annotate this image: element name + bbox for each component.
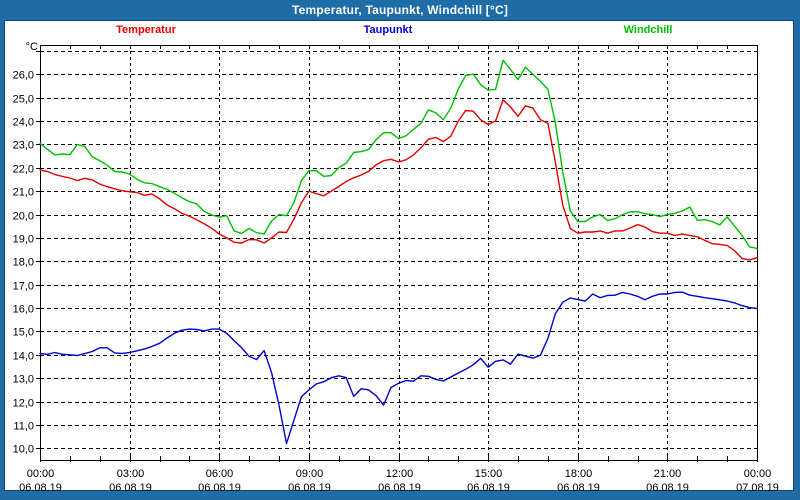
legend-label-taupunkt: Taupunkt — [363, 24, 413, 36]
y-tick-label-22: 22,0 — [13, 164, 34, 176]
y-tick-label-10: 10,0 — [13, 444, 34, 456]
y-tick-label-18: 18,0 — [13, 257, 34, 269]
x-tick-date-21: 06.08.19 — [646, 482, 689, 494]
x-tick-time-15: 15:00 — [475, 468, 503, 480]
legend-item-temperatur: Temperatur — [116, 24, 176, 36]
legend-item-taupunkt: Taupunkt — [364, 24, 413, 36]
y-tick-label-21: 21,0 — [13, 187, 34, 199]
window-title-bar: Temperatur, Taupunkt, Windchill [°C] — [0, 0, 800, 20]
legend-label-windchill: Windchill — [623, 24, 673, 36]
window-title: Temperatur, Taupunkt, Windchill [°C] — [291, 3, 509, 17]
x-tick-date-24: 07.08.19 — [736, 482, 779, 494]
series-lines — [39, 59, 758, 445]
y-tick-label-19: 19,0 — [13, 234, 34, 246]
legend-item-windchill: Windchill — [624, 24, 673, 36]
y-tick-label-20: 20,0 — [13, 211, 34, 223]
x-tick-date-12: 06.08.19 — [378, 482, 421, 494]
y-tick-label-13: 13,0 — [13, 374, 34, 386]
x-tick-date-3: 06.08.19 — [109, 482, 152, 494]
y-tick-label-24: 24,0 — [13, 117, 34, 129]
x-tick-date-9: 06.08.19 — [288, 482, 331, 494]
y-tick-label-17: 17,0 — [13, 281, 34, 293]
x-tick-date-0: 06.08.19 — [19, 482, 62, 494]
gridlines — [40, 45, 757, 460]
x-tick-time-3: 03:00 — [117, 468, 145, 480]
x-tick-time-24: 00:00 — [744, 468, 772, 480]
x-tick-time-12: 12:00 — [386, 468, 414, 480]
y-tick-label-14: 14,0 — [13, 351, 34, 363]
series-windchill-line — [39, 59, 758, 250]
axes — [36, 45, 758, 462]
x-tick-date-18: 06.08.19 — [557, 482, 600, 494]
axis-labels: 26,0 25,0 24,0 23,0 22,0 21,0 20,0 19,0 18,0 17,0… — [13, 41, 779, 494]
series-temperatur-line — [39, 99, 758, 261]
y-tick-label-16: 16,0 — [13, 304, 34, 316]
legend-label-temperatur: Temperatur — [116, 24, 176, 36]
x-tick-time-0: 00:00 — [27, 468, 55, 480]
y-axis-unit-label: °C — [26, 41, 38, 53]
x-tick-date-15: 06.08.19 — [467, 482, 510, 494]
x-tick-time-21: 21:00 — [654, 468, 682, 480]
y-tick-label-25: 25,0 — [13, 94, 34, 106]
y-tick-label-23: 23,0 — [13, 140, 34, 152]
x-tick-time-9: 09:00 — [296, 468, 324, 480]
x-tick-time-6: 06:00 — [206, 468, 234, 480]
series-taupunkt-line — [39, 291, 758, 445]
y-tick-label-11: 11,0 — [13, 421, 34, 433]
x-tick-time-18: 18:00 — [565, 468, 593, 480]
y-tick-label-12: 12,0 — [13, 398, 34, 410]
y-tick-label-26: 26,0 — [13, 70, 34, 82]
y-tick-label-15: 15,0 — [13, 327, 34, 339]
plot-area-border — [40, 45, 758, 461]
x-tick-date-6: 06.08.19 — [198, 482, 241, 494]
